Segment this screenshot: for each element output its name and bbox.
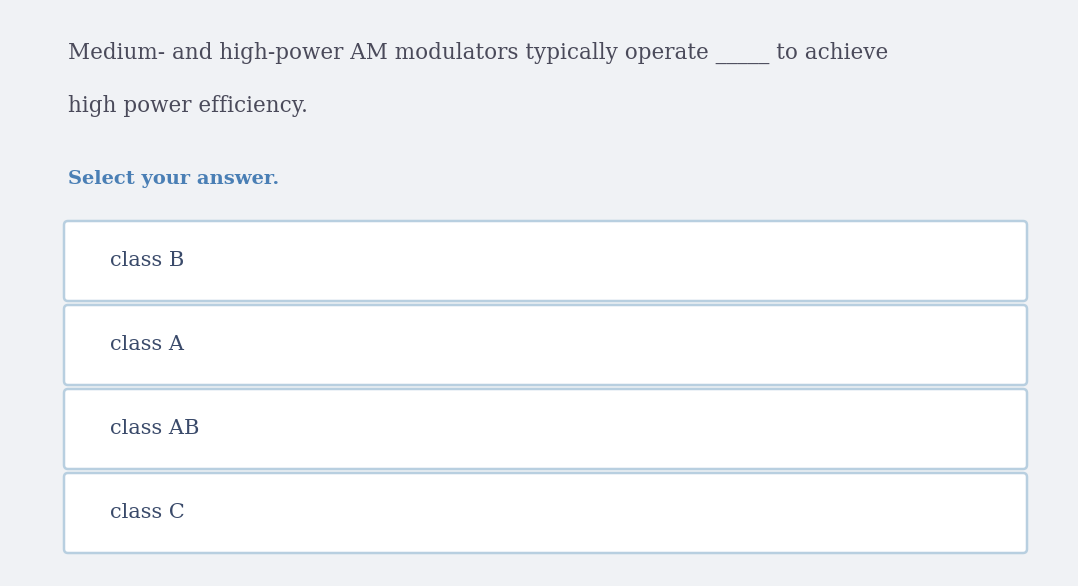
FancyBboxPatch shape bbox=[64, 221, 1027, 301]
Text: class A: class A bbox=[110, 336, 184, 355]
FancyBboxPatch shape bbox=[64, 389, 1027, 469]
Text: Select your answer.: Select your answer. bbox=[68, 170, 279, 188]
Text: class AB: class AB bbox=[110, 420, 199, 438]
Text: high power efficiency.: high power efficiency. bbox=[68, 95, 308, 117]
Text: class C: class C bbox=[110, 503, 184, 523]
FancyBboxPatch shape bbox=[64, 305, 1027, 385]
Text: class B: class B bbox=[110, 251, 184, 271]
FancyBboxPatch shape bbox=[64, 473, 1027, 553]
Text: Medium- and high-power AM modulators typically operate _____ to achieve: Medium- and high-power AM modulators typ… bbox=[68, 42, 888, 64]
